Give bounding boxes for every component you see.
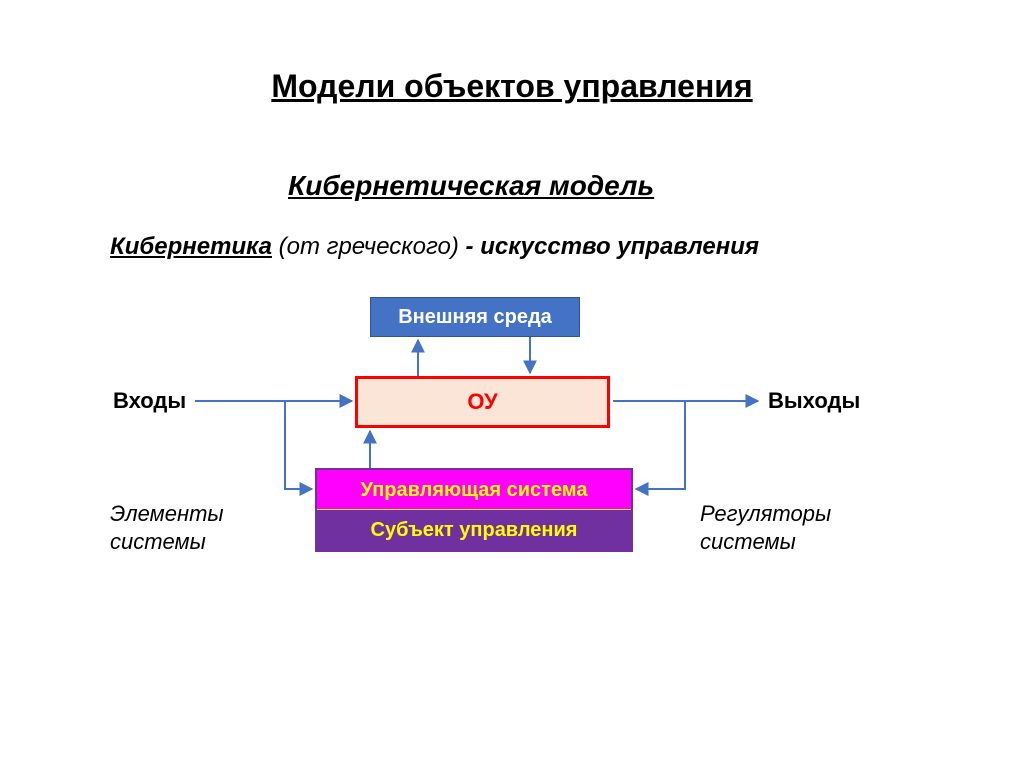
- regulators-annotation: Регуляторысистемы: [700, 500, 831, 555]
- control-system-label: Управляющая система: [361, 479, 588, 502]
- elements-annotation: Элементысистемы: [110, 500, 224, 555]
- main-title: Модели объектов управления: [0, 68, 1024, 105]
- control-system-box: Управляющая система: [315, 468, 633, 510]
- definition-line: Кибернетика (от греческого) - искусство …: [110, 233, 759, 261]
- diagram-canvas: Модели объектов управления Кибернетическ…: [0, 0, 1024, 767]
- def-paren: (от греческого): [272, 233, 459, 260]
- inputs-label: Входы: [113, 388, 186, 414]
- ou-label: ОУ: [467, 389, 497, 415]
- ou-box: ОУ: [355, 376, 610, 428]
- outputs-label: Выходы: [768, 388, 860, 414]
- def-term: Кибернетика: [110, 233, 272, 260]
- subject-label: Субъект управления: [371, 519, 578, 542]
- subtitle: Кибернетическая модель: [288, 170, 654, 202]
- arrow-input-to-ctrl: [285, 401, 312, 489]
- def-rest: искусство управления: [480, 233, 759, 260]
- external-env-box: Внешняя среда: [370, 297, 580, 337]
- arrow-output-to-ctrl: [636, 401, 685, 489]
- external-env-label: Внешняя среда: [398, 306, 552, 329]
- subject-box: Субъект управления: [315, 510, 633, 552]
- def-dash: -: [459, 233, 480, 260]
